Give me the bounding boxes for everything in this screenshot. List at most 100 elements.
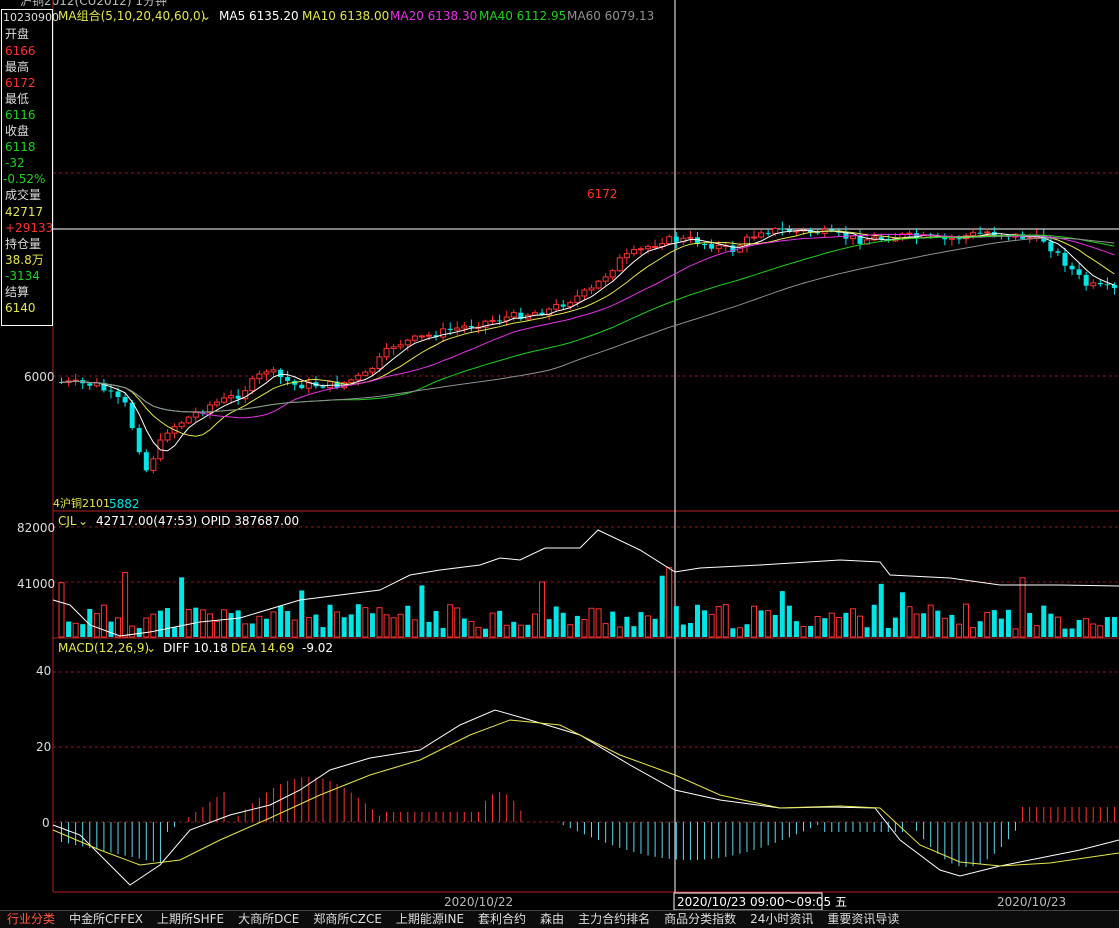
ma-combo-legend[interactable]: MA组合(5,10,20,40,60,0)	[58, 8, 205, 23]
candle-body	[1083, 274, 1089, 286]
volume-bar	[93, 613, 100, 638]
volume-bar	[172, 627, 178, 637]
candle-body	[948, 237, 955, 240]
candle-body	[765, 232, 771, 234]
volume-bar	[666, 566, 673, 638]
volume-bar	[793, 621, 799, 637]
candle-body	[249, 378, 256, 392]
volume-bar	[927, 604, 934, 638]
volume-label: 成交量	[5, 188, 42, 202]
bottom-tab[interactable]: 上期所SHFE	[157, 912, 225, 926]
volume-bar	[687, 622, 693, 637]
volume-bar	[546, 619, 552, 637]
volume-bar	[270, 611, 277, 638]
volume-bar	[461, 618, 467, 637]
volume-bar	[941, 617, 948, 638]
candle-body	[327, 381, 334, 389]
volume-bar	[652, 618, 658, 637]
candle-body	[878, 237, 884, 240]
volume-bar	[857, 615, 864, 638]
volume-bar	[341, 617, 347, 637]
volume-bar	[1097, 625, 1104, 638]
bottom-tab[interactable]: 郑商所CZCE	[313, 912, 382, 926]
bottom-tab[interactable]: 主力合约排名	[578, 912, 651, 926]
volume-bar	[822, 618, 828, 637]
cjl-legend[interactable]: CJL	[58, 514, 77, 528]
bottom-tab[interactable]: 大商所DCE	[238, 912, 300, 926]
volume-bar	[179, 577, 185, 637]
bottom-tab[interactable]: 上期能源INE	[395, 912, 465, 926]
volume-bar	[1104, 617, 1110, 637]
volume-bar	[419, 585, 425, 637]
volume-bar	[730, 628, 736, 637]
bottom-tab[interactable]: 森由	[540, 912, 565, 926]
candle-body	[278, 369, 284, 378]
volume-bar	[610, 611, 616, 637]
candle-body	[489, 319, 496, 322]
bottom-tab[interactable]: 重要资讯导读	[827, 912, 900, 926]
bottom-tab[interactable]: 24小时资讯	[750, 912, 814, 926]
macd-diff: DIFF 10.18	[163, 641, 228, 655]
bottom-tab[interactable]: 中金所CFFEX	[69, 912, 144, 926]
bar-time: 10230900	[3, 11, 59, 24]
chevron-down-icon[interactable]: ⌄	[78, 514, 88, 528]
volume-bar	[864, 627, 870, 637]
volume-bar	[66, 621, 72, 637]
macd-value: -9.02	[302, 641, 333, 655]
bottom-tab[interactable]: 行业分类	[7, 912, 56, 926]
volume-bar	[702, 610, 708, 637]
candle-body	[213, 401, 220, 406]
volume-bar	[122, 572, 129, 638]
volume-bar	[1041, 605, 1047, 637]
candle-body	[503, 316, 510, 322]
bottom-tab[interactable]: 商品分类指数	[664, 912, 737, 926]
volume-bar	[299, 590, 305, 637]
volume-bar	[143, 617, 150, 638]
macd-axis-label: 20	[36, 740, 51, 754]
chevron-down-icon[interactable]: ⌄	[146, 641, 156, 655]
bottom-tab[interactable]: 套利合约	[478, 912, 527, 926]
settle-value: 6140	[5, 301, 36, 315]
volume-bar	[433, 610, 439, 637]
candle-body	[772, 227, 779, 234]
volume-bar	[440, 627, 446, 637]
volume-values: 42717.00(47:53) OPID 387687.00	[96, 514, 299, 528]
volume-bar	[1012, 628, 1019, 638]
candle-body	[376, 356, 383, 369]
candle-body	[609, 270, 616, 278]
price-axis-label: 6000	[24, 370, 55, 384]
candle-body	[292, 380, 298, 385]
candle-body	[383, 348, 390, 358]
volume-bar	[185, 608, 192, 638]
volume-bar	[595, 608, 602, 638]
volume-bar	[1048, 613, 1054, 637]
macd-legend[interactable]: MACD(12,26,9)	[58, 641, 149, 655]
volume-bar	[405, 605, 411, 637]
candle-body	[461, 325, 468, 329]
candle-body	[567, 302, 574, 308]
open-value: 6166	[5, 44, 36, 58]
volume-bar	[348, 614, 354, 637]
volume-bar	[221, 609, 228, 638]
candle-body	[843, 232, 849, 239]
candle-body	[1076, 269, 1082, 275]
candle-body	[829, 229, 835, 231]
open-interest-delta: -3134	[5, 269, 40, 283]
candle-body	[857, 236, 863, 244]
volume-bar	[963, 603, 970, 638]
volume-bar	[320, 627, 326, 637]
candle-body	[970, 232, 977, 237]
candle-body	[178, 422, 185, 428]
volume-bar	[765, 610, 772, 638]
candle-body	[143, 452, 149, 471]
volume-bar	[355, 604, 361, 637]
candle-body	[702, 243, 708, 245]
volume-bar	[602, 623, 609, 638]
volume-bar	[108, 621, 114, 637]
volume-bar	[588, 607, 595, 638]
volume-bar	[72, 622, 79, 638]
candlesticks	[59, 221, 1117, 474]
candle-body	[115, 391, 121, 397]
chevron-down-icon[interactable]: ⌄	[201, 9, 211, 23]
